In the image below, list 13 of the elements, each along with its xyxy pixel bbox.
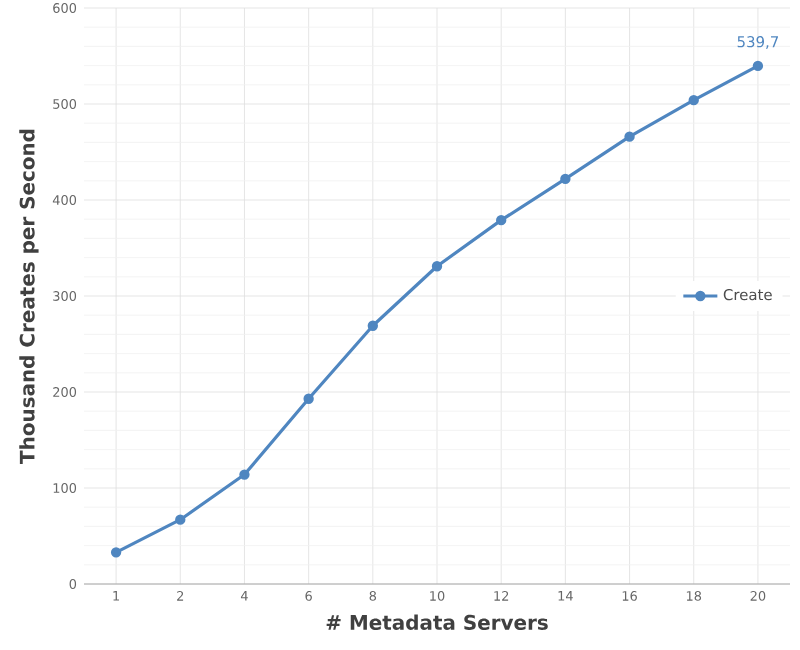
point [110, 547, 122, 558]
point [303, 393, 314, 404]
point [239, 469, 250, 480]
point [367, 320, 379, 331]
point [431, 261, 443, 272]
point [560, 173, 571, 185]
point [496, 214, 507, 226]
point [688, 94, 699, 106]
y-axis-title: Thousand Creates per Second [19, 129, 39, 464]
point [624, 131, 635, 142]
point [752, 60, 764, 72]
point [175, 514, 186, 525]
x-axis-title: # Metadata Servers [326, 614, 548, 630]
